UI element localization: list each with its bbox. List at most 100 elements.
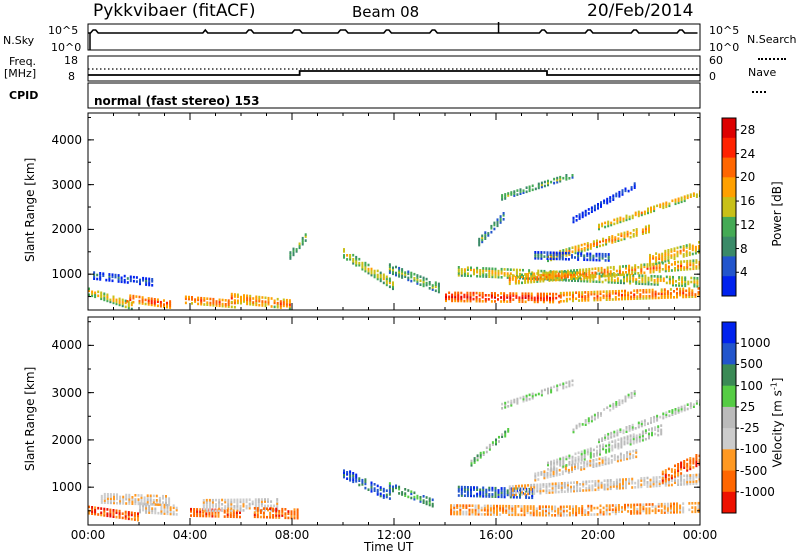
x-tick-label: 12:00 xyxy=(376,528,412,542)
data-cell xyxy=(117,274,120,277)
data-cell xyxy=(639,505,642,509)
data-cell xyxy=(566,485,569,489)
data-cell xyxy=(445,299,447,303)
data-cell xyxy=(601,222,604,226)
data-cell xyxy=(661,470,664,474)
data-cell xyxy=(562,463,565,466)
data-cell xyxy=(141,298,144,301)
data-cell xyxy=(672,283,674,287)
data-cell xyxy=(632,274,635,277)
data-cell xyxy=(454,293,457,297)
data-cell xyxy=(627,291,630,295)
data-cell xyxy=(453,512,456,516)
data-cell xyxy=(205,509,208,513)
data-cell xyxy=(604,278,607,282)
data-cell xyxy=(628,429,631,432)
data-cell xyxy=(401,274,404,277)
data-cell xyxy=(115,515,118,519)
data-cell xyxy=(597,481,600,485)
data-cell xyxy=(499,221,502,224)
data-cell xyxy=(593,413,596,417)
data-cell xyxy=(621,508,623,511)
data-cell xyxy=(593,292,596,296)
data-cell xyxy=(508,507,511,510)
data-cell xyxy=(285,304,288,308)
data-cell xyxy=(618,399,621,402)
data-cell xyxy=(548,484,551,488)
data-cell xyxy=(635,455,638,459)
data-cell xyxy=(117,276,120,279)
data-cell xyxy=(379,277,382,281)
data-cell xyxy=(586,246,589,249)
data-cell xyxy=(287,510,290,513)
data-cell xyxy=(615,487,618,490)
data-cell xyxy=(470,459,473,463)
data-cell xyxy=(542,296,545,300)
data-cell xyxy=(635,232,638,235)
data-cell xyxy=(604,225,607,229)
data-cell xyxy=(673,257,676,261)
data-cell xyxy=(581,423,584,426)
data-cell xyxy=(559,507,562,511)
data-cell xyxy=(612,404,615,408)
data-cell xyxy=(148,283,151,287)
data-cell xyxy=(127,302,130,306)
data-cell xyxy=(684,282,687,286)
data-cell xyxy=(683,464,686,467)
data-cell xyxy=(218,498,221,502)
data-cell xyxy=(190,507,192,511)
data-cell xyxy=(468,504,471,507)
data-cell xyxy=(623,275,625,279)
data-cell xyxy=(364,267,367,271)
data-cell xyxy=(352,253,355,257)
data-cell xyxy=(490,226,493,230)
data-cell xyxy=(548,277,551,280)
freq-left-tick-top: 18 xyxy=(64,54,78,67)
data-cell xyxy=(552,251,555,255)
data-cell xyxy=(634,264,637,267)
data-cell xyxy=(638,433,641,437)
data-cell xyxy=(208,505,211,508)
data-cell xyxy=(667,253,670,256)
data-cell xyxy=(533,488,536,491)
data-cell xyxy=(97,506,100,510)
data-cell xyxy=(607,253,610,256)
data-cell xyxy=(679,249,682,253)
data-cell xyxy=(680,196,683,200)
data-cell xyxy=(602,445,605,449)
data-cell xyxy=(637,481,640,485)
data-cell xyxy=(624,397,627,401)
data-cell xyxy=(559,457,562,461)
data-cell xyxy=(457,272,460,275)
data-cell xyxy=(543,476,546,480)
data-cell xyxy=(629,275,632,279)
data-cell xyxy=(667,259,670,262)
data-cell xyxy=(128,498,131,501)
data-cell xyxy=(621,510,623,513)
data-cell xyxy=(538,507,541,510)
data-cell xyxy=(585,268,588,271)
data-cell xyxy=(163,303,165,306)
data-cell xyxy=(576,489,579,493)
data-cell xyxy=(644,229,647,233)
data-cell xyxy=(392,268,394,272)
data-cell xyxy=(539,274,542,277)
data-cell xyxy=(217,515,220,518)
data-cell xyxy=(621,401,624,405)
data-cell xyxy=(230,509,233,512)
data-cell xyxy=(554,274,557,278)
data-cell xyxy=(677,479,680,482)
data-cell xyxy=(349,256,352,259)
data-cell xyxy=(379,486,382,489)
data-cell xyxy=(168,501,171,505)
data-cell xyxy=(613,454,616,457)
data-cell xyxy=(208,501,211,504)
data-cell xyxy=(559,514,562,517)
data-cell xyxy=(610,223,613,227)
data-cell xyxy=(610,221,613,225)
data-cell xyxy=(655,260,658,263)
data-cell xyxy=(609,483,612,486)
data-cell xyxy=(610,277,613,280)
data-cell xyxy=(130,303,133,307)
data-cell xyxy=(695,456,698,459)
